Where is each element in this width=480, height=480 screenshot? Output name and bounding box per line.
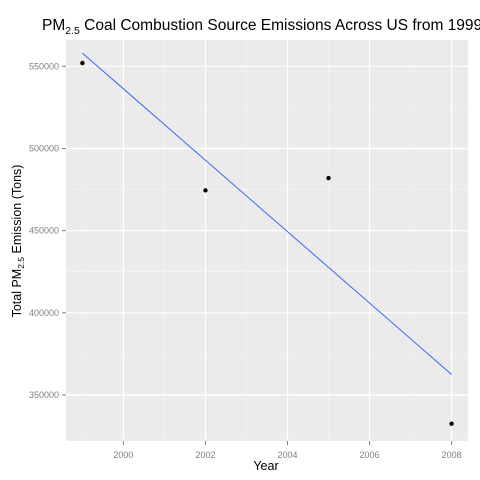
chart-title-rest: Coal Combustion Source Emissions Across … <box>80 17 480 34</box>
y-axis-ticks: 350000 400000 450000 500000 550000 <box>29 61 66 400</box>
major-gridlines <box>66 40 468 441</box>
y-axis-title-rest: Emission (Tons) <box>10 165 24 257</box>
data-point <box>326 175 331 181</box>
x-tick-label: 2004 <box>277 450 297 460</box>
points-layer <box>80 60 454 426</box>
x-tick-label: 2008 <box>442 450 462 460</box>
y-tick-label: 350000 <box>29 390 59 400</box>
chart-title-subscript: 2.5 <box>65 25 80 37</box>
y-tick-label: 400000 <box>29 308 59 318</box>
plot-panel <box>66 40 468 441</box>
y-tick-label: 450000 <box>29 226 59 236</box>
x-tick-label: 2000 <box>113 450 133 460</box>
y-axis-title-subscript: 2.5 <box>16 257 26 269</box>
y-tick-label: 550000 <box>29 61 59 71</box>
data-point <box>203 188 208 193</box>
data-point <box>449 421 454 426</box>
x-axis-ticks: 2000 2002 2004 2006 2008 <box>113 441 462 460</box>
trend-layer <box>82 52 452 375</box>
y-axis-title-main: Total PM <box>10 269 24 318</box>
x-axis-title: Year <box>253 459 278 473</box>
trend-line <box>82 52 452 375</box>
minor-gridlines <box>66 40 468 441</box>
data-point <box>80 60 85 66</box>
chart-title: PM2.5 Coal Combustion Source Emissions A… <box>42 17 480 37</box>
x-tick-label: 2002 <box>195 450 215 460</box>
y-axis-title: Total PM2.5 Emission (Tons) <box>10 165 26 318</box>
x-tick-label: 2006 <box>360 450 380 460</box>
chart-title-main: PM <box>42 17 65 34</box>
y-tick-label: 500000 <box>29 143 59 153</box>
